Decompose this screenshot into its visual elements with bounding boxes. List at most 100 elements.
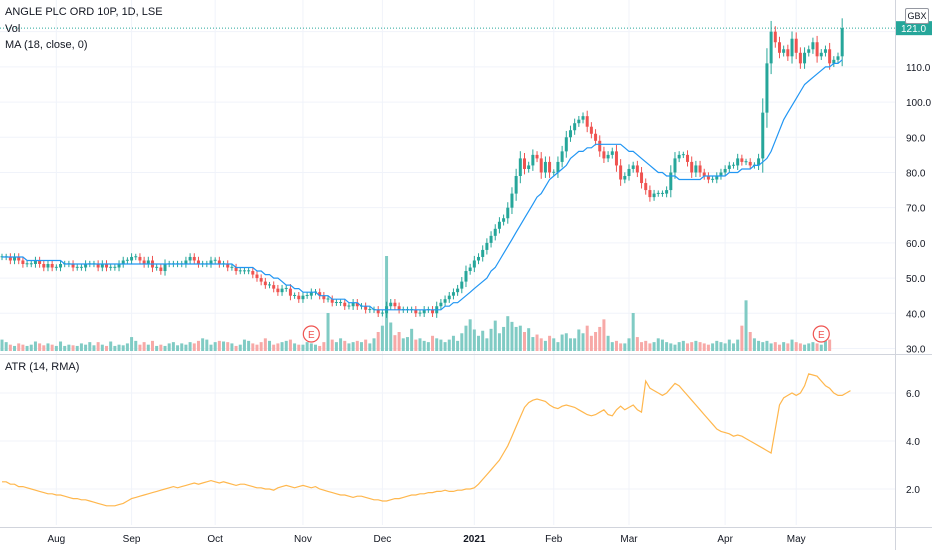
candle-body [347, 305, 351, 307]
volume-bar [339, 338, 343, 351]
candle [493, 224, 497, 241]
volume-bar [38, 343, 42, 351]
volume-bar [234, 345, 238, 351]
candle [355, 299, 359, 310]
candle [481, 245, 485, 262]
volume-bar [723, 343, 727, 351]
volume-bar [84, 344, 88, 351]
candle-body [627, 168, 631, 176]
volume-bar [146, 344, 150, 351]
volume-bar [502, 326, 506, 351]
candle [330, 295, 334, 307]
candle-body [134, 256, 138, 258]
volume-bar [556, 342, 560, 351]
volume-bar [75, 345, 79, 351]
candle [836, 52, 840, 64]
volume-bar [815, 343, 819, 351]
candle-body [535, 154, 539, 159]
volume-bar [389, 322, 393, 351]
candle-body [698, 165, 702, 173]
volume-bar [184, 344, 188, 351]
candle [142, 256, 146, 268]
candle-body [439, 302, 443, 307]
candle [769, 20, 773, 75]
candle-body [681, 154, 685, 156]
vol-legend[interactable]: Vol [5, 23, 21, 35]
candle [803, 47, 807, 69]
candle-body [393, 302, 397, 307]
volume-bar [736, 339, 740, 351]
volume-bar [577, 329, 581, 351]
volume-bar [272, 344, 276, 351]
candle-body [606, 154, 610, 159]
volume-bar [673, 344, 677, 351]
candle-body [418, 312, 422, 314]
atr-line [2, 373, 851, 507]
candle [456, 284, 460, 296]
price-tick-label: 70.0 [906, 204, 926, 215]
volume-bar [744, 300, 748, 351]
candle [238, 267, 242, 275]
volume-bar [732, 343, 735, 351]
candle [134, 253, 138, 261]
volume-bar [301, 344, 305, 351]
candle [439, 299, 443, 310]
candle [109, 264, 113, 271]
candle [673, 152, 677, 179]
candle-body [29, 263, 33, 265]
earnings-marker[interactable]: E [812, 325, 830, 343]
candle-body [364, 306, 368, 310]
currency-badge[interactable]: GBX [905, 8, 929, 24]
volume-bar [42, 345, 46, 351]
volume-bar [176, 345, 180, 351]
symbol-title[interactable]: ANGLE PLC ORD 10P, 1D, LSE [5, 6, 163, 18]
candle-body [414, 309, 418, 314]
volume-bar [769, 343, 773, 351]
volume-bar [535, 334, 539, 351]
volume-bar [765, 340, 769, 351]
volume-bar [343, 340, 347, 351]
candle-body [184, 260, 188, 264]
candle [234, 263, 238, 275]
earnings-marker[interactable]: E [302, 325, 320, 343]
atr-legend[interactable]: ATR (14, RMA) [5, 361, 80, 373]
last-price-label: 121.0 [901, 24, 926, 35]
volume-bar [347, 343, 351, 351]
volume-bar [598, 326, 602, 351]
candle [259, 274, 263, 286]
candle-body [815, 42, 819, 57]
volume-bar [364, 339, 368, 351]
candle [489, 231, 493, 248]
candle [698, 160, 702, 178]
candle-body [740, 158, 744, 162]
earnings-icon[interactable] [812, 325, 830, 343]
candle [297, 291, 301, 303]
candle [706, 172, 710, 184]
candle [130, 253, 134, 265]
candle [472, 255, 476, 273]
candle [226, 260, 230, 272]
volume-bar [288, 339, 292, 351]
time-tick-label: Sep [123, 534, 141, 545]
candle-body [782, 49, 786, 53]
candle [727, 161, 731, 173]
earnings-icon[interactable] [302, 325, 320, 343]
volume-bar [823, 340, 827, 351]
volume-bar [21, 344, 25, 351]
candle-body [514, 176, 518, 194]
candle [761, 98, 765, 173]
volume-bar [263, 338, 267, 351]
volume-bar [602, 319, 606, 351]
volume-bar [510, 321, 514, 351]
candle-body [769, 31, 773, 64]
ma-line-group [2, 59, 843, 311]
candle [188, 253, 192, 265]
candle [514, 168, 518, 201]
candle [757, 153, 761, 171]
volume-bar [439, 339, 443, 351]
ma-legend[interactable]: MA (18, close, 0) [5, 39, 88, 51]
candle-body [527, 165, 531, 169]
volume-bar [514, 326, 518, 351]
candle-body [648, 190, 652, 198]
